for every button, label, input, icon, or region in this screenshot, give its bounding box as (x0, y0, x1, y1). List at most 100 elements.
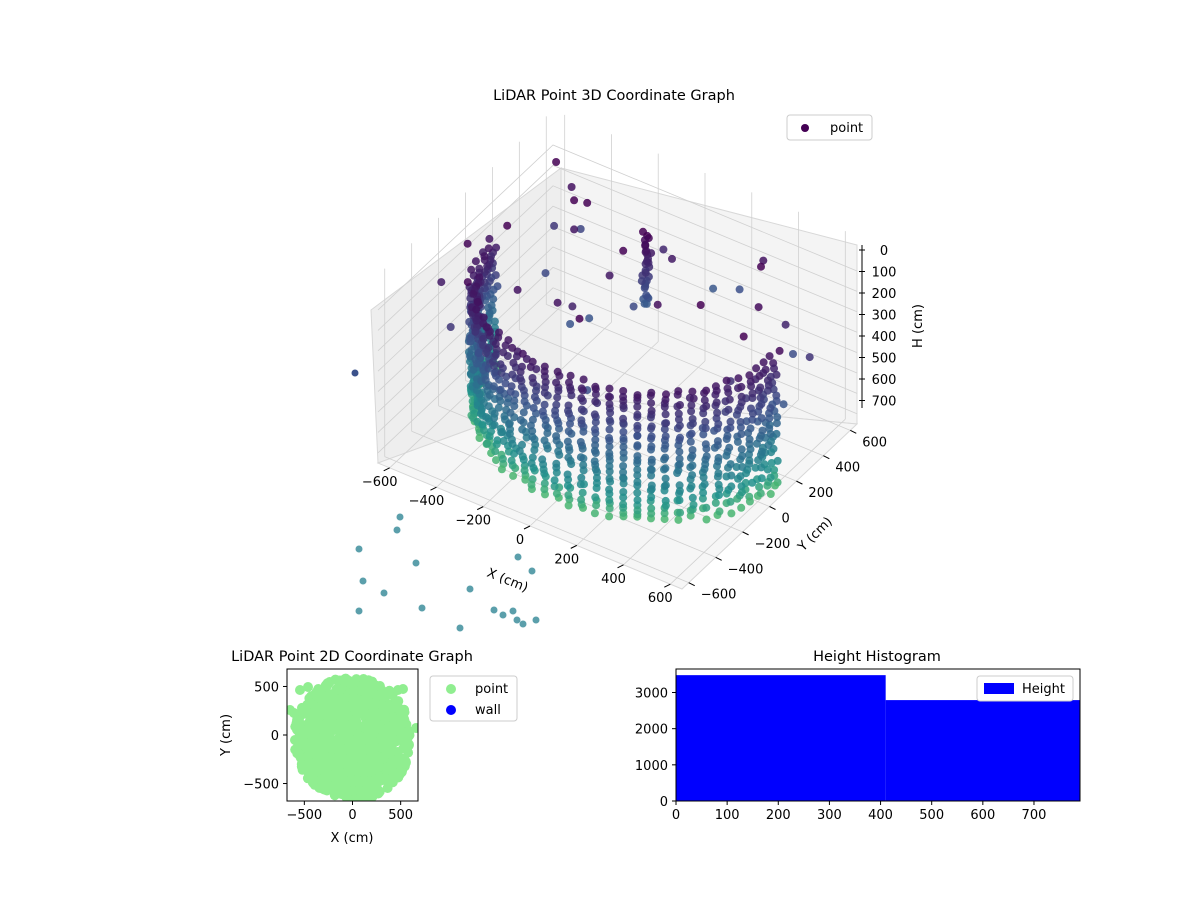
chart3d-point (355, 607, 363, 615)
chart3d-ytick-mark (823, 455, 830, 460)
chart3d-point (647, 465, 656, 474)
chart2d-point (346, 758, 357, 769)
chart3d-point (359, 577, 367, 585)
chart3d-point (592, 501, 601, 510)
chart3d-point (497, 465, 506, 474)
chart2d-point (331, 684, 342, 695)
chart3d-point (689, 394, 698, 403)
chart3d-point (619, 414, 628, 423)
chart3d-point (661, 441, 670, 450)
chart3d-point (565, 378, 573, 387)
chart2d-point (389, 700, 400, 711)
chart3d-point (478, 420, 487, 429)
chart3d-point (489, 382, 498, 391)
chart2d-point (373, 751, 384, 762)
chart3d-ytick-label: −400 (728, 562, 764, 577)
chart3d-point (605, 495, 614, 504)
chart3d-point (687, 401, 696, 410)
chart3d-point (577, 416, 586, 425)
chart3d-point (564, 453, 573, 462)
chart3d-point (737, 488, 746, 497)
chart3d-point (605, 271, 614, 280)
hist-legend-swatch (984, 683, 1014, 694)
chart2d-point (334, 718, 345, 729)
chart3d-point (485, 234, 494, 243)
chart2d-legend-marker-point (446, 684, 456, 694)
chart2d-ytick-label: 0 (271, 729, 279, 744)
chart3d-point (509, 607, 517, 615)
chart3d-point (763, 465, 772, 474)
chart3d-point (591, 397, 600, 406)
chart2d-point (326, 723, 337, 734)
chart3d-ytick-mark (715, 556, 722, 561)
chart3d-point (748, 415, 757, 424)
chart3d-ytick-mark (742, 531, 749, 536)
chart3d-point (605, 400, 614, 409)
chart3d-point (577, 394, 586, 403)
chart3d-point (688, 419, 697, 428)
chart2d-point (322, 734, 333, 745)
chart2d-legend-marker-wall (446, 705, 456, 715)
chart3d-point (472, 316, 481, 325)
chart3d-point (754, 303, 763, 312)
chart3d-point (526, 363, 535, 371)
chart3d-point (722, 376, 731, 385)
chart3d-point (552, 459, 561, 468)
chart3d-point (647, 493, 656, 502)
chart3d-point (484, 402, 493, 411)
chart2d-point (342, 743, 353, 754)
chart3d-point (726, 417, 735, 426)
chart3d-point (570, 225, 579, 234)
chart3d-point (702, 503, 711, 512)
chart2d-point (290, 735, 300, 745)
chart3d-point (516, 374, 525, 383)
chart3d-point (489, 295, 498, 304)
chart3d-point (553, 367, 562, 376)
chart2d-point (403, 739, 414, 750)
hist-frame (675, 668, 1081, 802)
chart3d-point (492, 456, 500, 465)
chart3d-point (746, 445, 755, 454)
chart2d-xtick-label: 0 (348, 808, 356, 823)
chart3d-point (505, 419, 514, 428)
hist-xtick-label: 400 (868, 808, 893, 823)
chart3d-ytick-label: −600 (701, 588, 737, 603)
chart3d-point (737, 392, 746, 401)
chart3d-point (702, 452, 711, 461)
chart3d-point (605, 442, 614, 451)
chart3d-xtick-mark (664, 583, 671, 588)
chart3d-point (668, 254, 676, 263)
chart3d-point (766, 490, 775, 498)
chart3d-point (489, 357, 497, 366)
chart3d-point (466, 585, 474, 593)
chart3d-point (474, 349, 483, 357)
chart3d-point (619, 462, 628, 470)
chart3d-xtick-label: −400 (409, 494, 445, 509)
chart3d-point (660, 515, 669, 524)
chart3d-point (641, 241, 650, 250)
chart3d-ztick-label: 600 (872, 373, 897, 388)
chart3d-point (566, 419, 574, 428)
chart3d-point (715, 491, 723, 500)
chart3d-point (773, 413, 782, 422)
chart3d-point (757, 414, 766, 423)
chart3d-point (494, 403, 503, 412)
chart3d-point (696, 301, 705, 309)
hist-bars (676, 675, 1080, 801)
chart3d-point (757, 400, 766, 408)
chart3d-point (605, 504, 614, 513)
chart2d-legend: point wall (429, 675, 518, 722)
chart3d-point (605, 474, 614, 483)
chart3d-point (688, 493, 697, 502)
chart3d-point (554, 386, 563, 395)
chart3d-point (642, 257, 651, 266)
chart3d-point (563, 470, 572, 479)
chart3d-point (737, 430, 746, 438)
chart3d-point (496, 360, 505, 369)
hist-xtick-label: 700 (1022, 808, 1047, 823)
chart3d-point (715, 485, 724, 494)
chart3d-point (583, 198, 592, 207)
chart3d-point (757, 447, 766, 456)
chart3d-point (564, 406, 572, 415)
chart2d-point (303, 682, 313, 692)
